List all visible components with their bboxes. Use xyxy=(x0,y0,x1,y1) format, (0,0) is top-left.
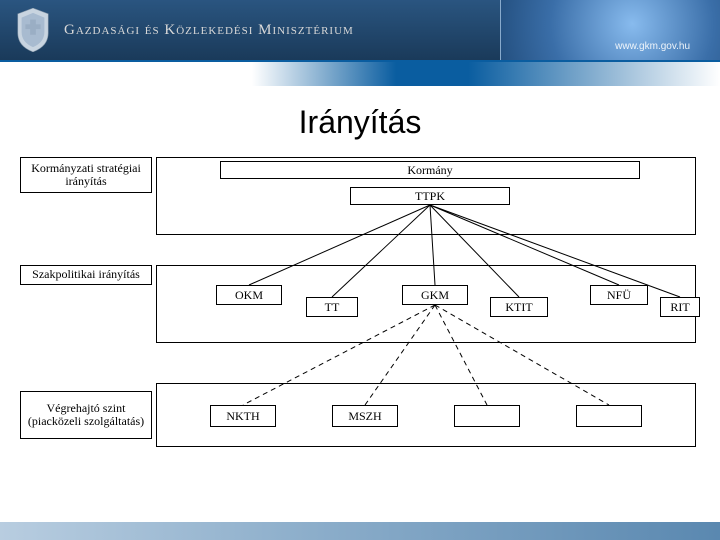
org-node-nkth: NKTH xyxy=(210,405,276,427)
org-node-rit: RIT xyxy=(660,297,700,317)
org-node-tt: TT xyxy=(306,297,358,317)
org-diagram: Kormányzati stratégiai irányítás Kormány T… xyxy=(10,157,710,537)
org-node-ttpk: TTPK xyxy=(350,187,510,205)
org-node-ktit: KTIT xyxy=(490,297,548,317)
org-node-gkm: GKM xyxy=(402,285,468,305)
ministry-title: Gazdasági és Közlekedési Minisztérium xyxy=(64,22,354,39)
org-node-kormany: Kormány xyxy=(220,161,640,179)
header-bar: Gazdasági és Közlekedési Minisztérium ww… xyxy=(0,0,720,60)
row-label: Szakpolitikai irányítás xyxy=(20,265,152,285)
org-node-okm: OKM xyxy=(216,285,282,305)
footer-band xyxy=(0,522,720,540)
org-node-e1 xyxy=(454,405,520,427)
header-accent-band xyxy=(0,60,720,86)
org-node-nfu: NFÜ xyxy=(590,285,648,305)
row-label: Végrehajtó szint (piacközeli szolgáltatá… xyxy=(20,391,152,439)
crest-icon xyxy=(8,5,58,55)
org-node-e2 xyxy=(576,405,642,427)
page-title: Irányítás xyxy=(0,104,720,141)
header-url: www.gkm.gov.hu xyxy=(615,41,690,52)
org-node-mszh: MSZH xyxy=(332,405,398,427)
row-label: Kormányzati stratégiai irányítás xyxy=(20,157,152,193)
